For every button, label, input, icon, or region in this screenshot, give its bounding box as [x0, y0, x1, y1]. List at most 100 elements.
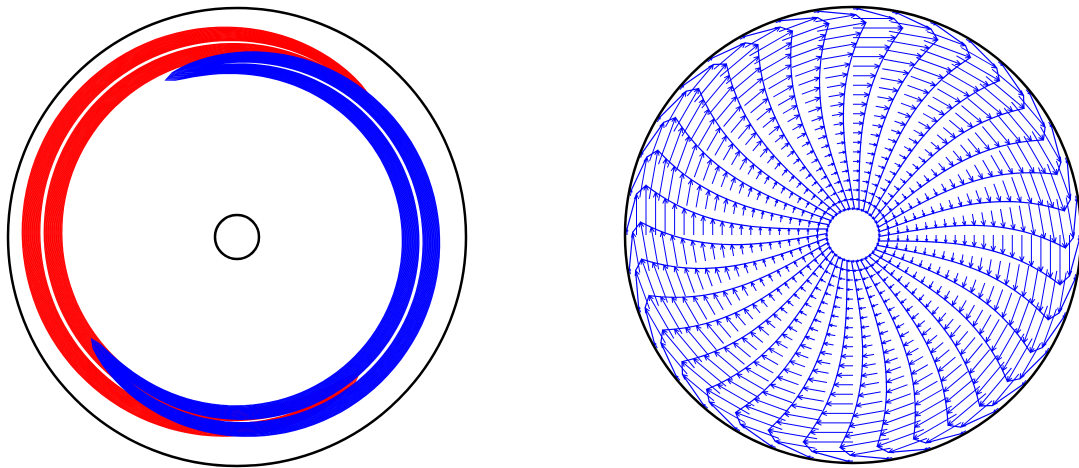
velocity-arrow: [886, 375, 905, 383]
velocity-arrow: [911, 312, 920, 320]
velocity-profile-envelope: [644, 242, 828, 343]
velocity-profile-envelope: [819, 10, 867, 209]
velocity-arrow: [753, 361, 774, 374]
velocity-arrow: [1039, 269, 1048, 312]
velocity-arrow: [800, 344, 812, 350]
velocity-profile-envelope: [634, 237, 827, 307]
velocity-arrow: [874, 115, 886, 119]
velocity-arrow: [952, 150, 963, 162]
velocity-arrow: [886, 384, 908, 393]
velocity-profile-envelope: [868, 255, 1023, 407]
velocity-arrow: [892, 314, 900, 320]
velocity-arrow: [691, 240, 697, 263]
velocity-arrow: [979, 83, 1013, 112]
velocity-arrow: [711, 243, 716, 260]
blue-contour-lobe: [90, 51, 441, 437]
velocity-arrow: [708, 85, 733, 115]
velocity-arrow: [752, 303, 761, 314]
velocity-arrow: [754, 398, 789, 413]
velocity-arrow: [768, 429, 818, 440]
velocity-arrow: [840, 438, 889, 448]
velocity-arrow: [965, 169, 974, 182]
velocity-arrow: [1031, 267, 1039, 304]
velocity-arrow: [941, 80, 970, 97]
velocity-arrow: [782, 105, 797, 114]
velocity-arrow: [706, 388, 750, 415]
velocity-arrow: [759, 243, 763, 252]
velocity-arrow: [970, 279, 977, 293]
velocity-arrow: [976, 361, 1005, 395]
velocity-arrow: [896, 323, 905, 329]
velocity-arrow: [951, 252, 955, 262]
velocity-arrow: [1011, 101, 1044, 141]
velocity-profile-envelope: [628, 221, 827, 269]
velocity-arrow: [882, 68, 909, 74]
velocity-arrow: [1058, 272, 1067, 313]
velocity-arrow: [763, 64, 792, 81]
blue-contour-line: [103, 56, 433, 431]
velocity-arrow: [787, 300, 794, 307]
velocity-arrow: [715, 267, 722, 284]
blue-contour-line: [100, 55, 435, 433]
velocity-arrow: [815, 14, 856, 23]
velocity-arrow: [900, 102, 917, 110]
velocity-arrow: [1016, 299, 1031, 334]
velocity-arrow: [931, 306, 939, 315]
velocity-arrow: [1023, 136, 1046, 174]
velocity-arrow: [816, 360, 831, 365]
velocity-arrow: [756, 107, 772, 121]
velocity-arrow: [914, 405, 952, 428]
velocity-profile-envelope: [683, 63, 838, 215]
velocity-arrow: [969, 256, 973, 268]
velocity-arrow: [768, 75, 792, 90]
velocity-arrow: [821, 144, 829, 149]
velocity-arrow: [982, 159, 993, 177]
velocity-profile-envelope: [877, 244, 1076, 321]
velocity-arrow: [732, 288, 741, 301]
velocity-arrow: [720, 171, 728, 188]
velocity-arrow: [1040, 126, 1062, 163]
velocity-arrow: [795, 352, 809, 359]
velocity-arrow: [955, 330, 969, 347]
velocity-arrow: [774, 162, 781, 170]
velocity-arrow: [791, 56, 822, 68]
velocity-arrow: [948, 119, 965, 133]
velocity-arrow: [767, 155, 775, 164]
velocity-arrow: [973, 90, 1003, 115]
velocity-profile-envelope: [879, 201, 1078, 249]
velocity-arrow: [693, 152, 704, 178]
velocity-arrow: [754, 42, 792, 65]
velocity-arrow: [937, 356, 956, 372]
velocity-arrow: [660, 296, 683, 334]
velocity-arrow: [955, 112, 973, 128]
velocity-arrow: [949, 178, 956, 189]
velocity-arrow: [998, 150, 1013, 174]
velocity-arrow: [667, 127, 683, 168]
velocity-arrow: [972, 309, 984, 327]
velocity-arrow: [936, 134, 948, 144]
velocity-arrow: [725, 316, 739, 332]
velocity-arrow: [661, 231, 669, 268]
velocity-arrow: [825, 73, 848, 79]
velocity-arrow: [734, 265, 740, 277]
velocity-arrow: [775, 440, 816, 449]
velocity-arrow: [946, 385, 981, 414]
velocity-arrow: [960, 254, 964, 265]
velocity-arrow: [681, 238, 688, 265]
velocity-arrow: [981, 212, 985, 226]
velocity-arrow: [701, 242, 706, 262]
velocity-arrow: [879, 330, 889, 335]
velocity-arrow: [943, 218, 947, 227]
velocity-arrow: [934, 349, 950, 363]
velocity-arrow: [714, 135, 727, 156]
velocity-arrow: [936, 266, 941, 275]
velocity-arrow: [716, 96, 737, 121]
velocity-profile-envelope: [878, 127, 1062, 228]
velocity-arrow: [743, 308, 754, 320]
velocity-arrow: [730, 115, 746, 133]
velocity-arrow: [745, 367, 769, 382]
velocity-arrow: [706, 322, 724, 344]
velocity-arrow: [717, 384, 755, 407]
velocity-arrow: [899, 154, 907, 160]
velocity-arrow: [880, 77, 903, 83]
